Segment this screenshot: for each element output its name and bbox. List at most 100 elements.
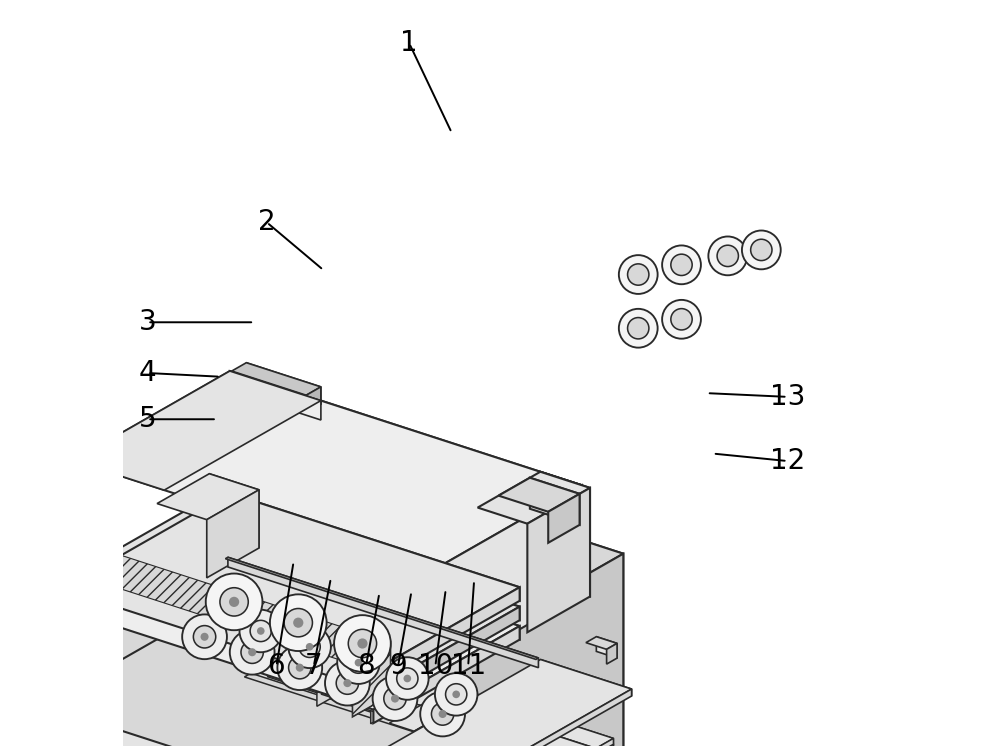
Circle shape: [241, 641, 263, 663]
Polygon shape: [498, 477, 580, 512]
Polygon shape: [384, 587, 519, 678]
Circle shape: [337, 672, 358, 695]
Text: 1: 1: [400, 29, 418, 57]
Circle shape: [355, 659, 362, 666]
Circle shape: [250, 621, 271, 642]
Polygon shape: [540, 471, 590, 597]
Circle shape: [206, 574, 262, 630]
Polygon shape: [555, 739, 614, 746]
Text: 12: 12: [770, 447, 805, 475]
Polygon shape: [478, 471, 590, 524]
Circle shape: [325, 661, 369, 706]
Polygon shape: [210, 497, 250, 646]
Circle shape: [229, 630, 274, 674]
Polygon shape: [229, 371, 321, 420]
Polygon shape: [540, 527, 624, 746]
Circle shape: [662, 245, 701, 284]
Circle shape: [284, 609, 313, 637]
Polygon shape: [489, 717, 514, 739]
Circle shape: [229, 597, 239, 607]
Circle shape: [751, 239, 772, 260]
Polygon shape: [353, 642, 390, 716]
Polygon shape: [317, 666, 362, 706]
Circle shape: [671, 309, 692, 330]
Polygon shape: [83, 532, 519, 709]
Polygon shape: [418, 711, 481, 741]
Polygon shape: [42, 609, 540, 746]
Text: 5: 5: [139, 405, 156, 433]
Circle shape: [239, 609, 282, 652]
Polygon shape: [414, 709, 452, 740]
Circle shape: [338, 642, 379, 684]
Polygon shape: [607, 643, 617, 664]
Circle shape: [277, 645, 322, 690]
Circle shape: [662, 300, 701, 339]
Polygon shape: [389, 702, 452, 731]
Circle shape: [344, 679, 352, 687]
Polygon shape: [427, 702, 452, 718]
Polygon shape: [229, 532, 519, 639]
Text: 2: 2: [258, 208, 275, 236]
Polygon shape: [477, 725, 514, 746]
Circle shape: [396, 668, 418, 689]
Circle shape: [384, 687, 406, 709]
Circle shape: [708, 236, 747, 275]
Polygon shape: [246, 363, 321, 404]
Polygon shape: [223, 645, 654, 746]
Polygon shape: [231, 363, 321, 395]
Circle shape: [306, 643, 314, 651]
Polygon shape: [597, 636, 617, 658]
Circle shape: [257, 627, 264, 635]
Polygon shape: [207, 490, 259, 578]
Circle shape: [293, 618, 304, 628]
Polygon shape: [364, 687, 481, 746]
Polygon shape: [210, 474, 259, 548]
Polygon shape: [282, 645, 654, 746]
Circle shape: [619, 255, 657, 294]
Circle shape: [717, 245, 739, 266]
Circle shape: [182, 615, 227, 659]
Circle shape: [372, 676, 417, 721]
Polygon shape: [353, 687, 481, 732]
Polygon shape: [83, 513, 519, 690]
Polygon shape: [353, 642, 390, 716]
Polygon shape: [244, 638, 614, 746]
Text: 4: 4: [139, 359, 156, 387]
Circle shape: [453, 691, 460, 698]
Polygon shape: [244, 644, 614, 746]
Polygon shape: [468, 725, 481, 746]
Circle shape: [270, 595, 327, 651]
Circle shape: [299, 636, 321, 657]
Polygon shape: [225, 557, 538, 659]
Polygon shape: [373, 527, 624, 649]
Text: 11: 11: [451, 652, 486, 680]
Circle shape: [391, 695, 399, 703]
Circle shape: [403, 674, 411, 683]
Polygon shape: [456, 711, 481, 727]
Polygon shape: [425, 485, 582, 683]
Polygon shape: [373, 730, 624, 746]
Circle shape: [194, 626, 215, 648]
Polygon shape: [548, 494, 580, 543]
Polygon shape: [267, 651, 362, 693]
Circle shape: [201, 633, 209, 641]
Circle shape: [628, 318, 648, 339]
Polygon shape: [452, 717, 514, 746]
Text: 13: 13: [770, 383, 805, 411]
Polygon shape: [367, 668, 417, 698]
Polygon shape: [94, 493, 519, 665]
Polygon shape: [42, 497, 250, 606]
Polygon shape: [527, 488, 590, 633]
Polygon shape: [370, 684, 417, 724]
Polygon shape: [42, 633, 624, 746]
Circle shape: [349, 630, 376, 658]
Polygon shape: [306, 387, 321, 413]
Circle shape: [288, 626, 331, 668]
Text: 9: 9: [389, 652, 407, 680]
Polygon shape: [210, 633, 624, 746]
Circle shape: [431, 703, 454, 725]
Circle shape: [628, 264, 648, 285]
Polygon shape: [465, 689, 632, 746]
Polygon shape: [73, 371, 321, 490]
Polygon shape: [229, 371, 582, 594]
